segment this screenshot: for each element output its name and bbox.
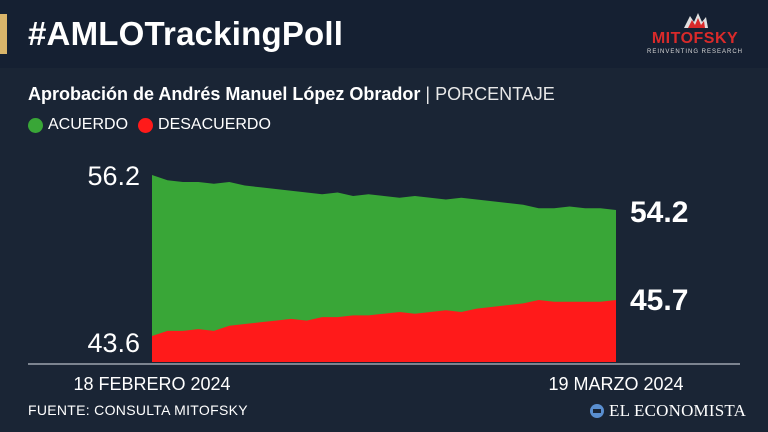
source-note: FUENTE: CONSULTA MITOFSKY — [28, 402, 248, 418]
legend-swatch-acuerdo — [28, 117, 43, 133]
area-desacuerdo — [152, 300, 616, 362]
ref-label-top: 56.2 — [87, 161, 140, 191]
subtitle-main: Aprobación de Andrés Manuel López Obrado… — [28, 84, 421, 104]
el-economista-brand: EL ECONOMISTA — [590, 400, 746, 422]
ref-label-bottom: 43.6 — [87, 328, 140, 358]
globe-icon — [590, 404, 604, 418]
legend-item-desacuerdo: DESACUERDO — [138, 116, 271, 134]
logo-tagline: REINVENTING RESEARCH — [646, 49, 743, 55]
legend-label-acuerdo: ACUERDO — [48, 116, 129, 133]
page-title: #AMLOTrackingPoll — [28, 15, 344, 52]
x-start-label: 18 FEBRERO 2024 — [73, 374, 230, 394]
legend-label-desacuerdo: DESACUERDO — [158, 116, 271, 133]
logo-name: MITOFSKY — [651, 30, 739, 47]
accent-bar — [0, 14, 7, 54]
header-band: #AMLOTrackingPoll MITOFSKY REINVENTING R… — [0, 0, 768, 68]
x-end-label: 19 MARZO 2024 — [548, 374, 683, 394]
end-label-desacuerdo: 45.7 — [630, 284, 688, 317]
subtitle-separator: | — [425, 84, 431, 104]
legend-swatch-desacuerdo — [138, 117, 154, 133]
brand-name: EL ECONOMISTA — [609, 401, 747, 420]
chart-subtitle: Aprobación de Andrés Manuel López Obrado… — [28, 82, 555, 106]
legend: ACUERDO DESACUERDO — [28, 114, 281, 136]
mitofsky-logo: MITOFSKY REINVENTING RESEARCH — [640, 8, 750, 60]
subtitle-unit: PORCENTAJE — [435, 84, 555, 104]
logo-mark-icon — [684, 13, 708, 28]
end-label-acuerdo: 54.2 — [630, 196, 688, 229]
legend-item-acuerdo: ACUERDO — [28, 116, 128, 134]
